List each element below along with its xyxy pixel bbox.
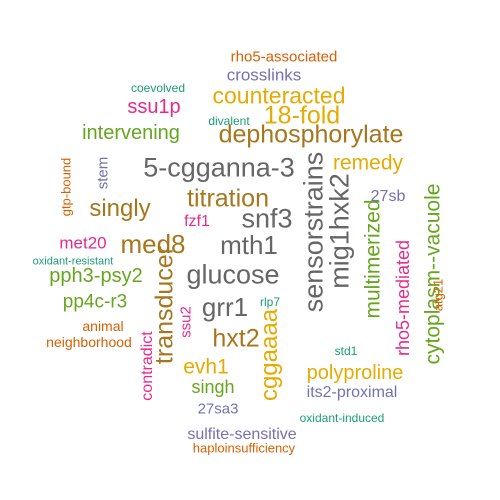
word-27: atg21: [430, 278, 446, 312]
word-14: mig1hxk2: [324, 173, 355, 289]
word-8: dephosphorylate: [218, 120, 404, 149]
word-2: coevolved: [130, 81, 186, 95]
word-41: evh1: [183, 355, 229, 379]
word-5: 18-fold: [263, 101, 341, 130]
word-38: cggaaaa: [256, 308, 283, 402]
word-26: oxidant-resistant: [32, 255, 114, 268]
word-35: animal: [82, 318, 124, 334]
word-42: polyproline: [306, 362, 404, 384]
word-4: ssu1p: [127, 96, 181, 118]
word-1: crosslinks: [226, 65, 302, 85]
word-0: rho5-associated: [230, 48, 338, 66]
word-22: med8: [120, 229, 186, 259]
word-17: singly: [89, 195, 151, 222]
word-31: pp4c-r3: [62, 291, 128, 313]
word-48: haploinsufficiency: [192, 440, 296, 456]
word-37: hxt2: [212, 324, 260, 353]
word-12: 5-cgganna-3: [143, 152, 295, 183]
word-9: remedy: [332, 151, 404, 175]
word-20: multimerized: [361, 199, 385, 319]
word-16: titration: [187, 184, 269, 213]
word-39: contradict: [139, 331, 156, 401]
word-13: sensorstrains: [298, 151, 329, 313]
word-23: mth1: [220, 230, 278, 260]
word-18: snf3: [241, 203, 293, 234]
word-36: neighborhood: [46, 334, 132, 350]
word-29: pph3-psy2: [49, 265, 143, 287]
word-45: 27sa3: [197, 400, 239, 418]
word-40: std1: [334, 344, 358, 358]
word-11: gtp-bound: [58, 157, 74, 217]
word-15: 27sb: [370, 188, 406, 205]
word-10: stem: [94, 156, 112, 190]
word-25: rho5-mediated: [393, 239, 413, 357]
word-44: its2-proximal: [306, 384, 398, 401]
word-33: ssu2: [177, 306, 195, 338]
word-3: counteracted: [212, 82, 346, 109]
word-46: oxidant-induced: [299, 411, 385, 425]
word-19: fzf1: [184, 213, 210, 230]
word-30: transducer: [150, 245, 179, 365]
word-28: glucose: [186, 259, 280, 290]
word-7: intervening: [82, 122, 180, 144]
word-32: grr1: [201, 292, 249, 322]
word-21: cytoplasm--vacuole: [421, 183, 445, 365]
word-6: divalent: [208, 114, 250, 128]
word-34: rlp7: [259, 295, 281, 309]
word-47: sulfite-sensitive: [187, 426, 297, 443]
word-24: met20: [59, 233, 107, 253]
word-43: singh: [191, 377, 235, 397]
